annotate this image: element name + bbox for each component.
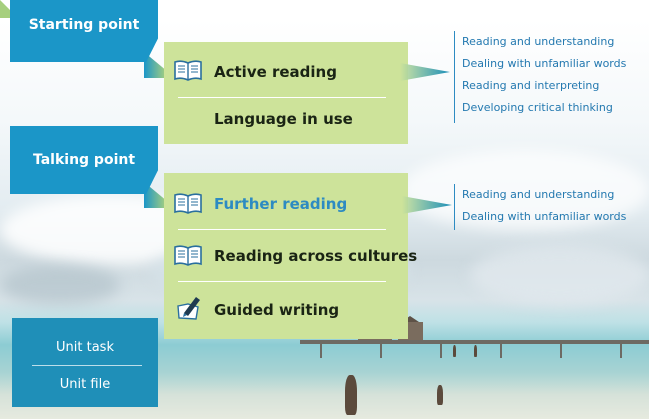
unit-box: Unit task Unit file [12,318,158,407]
pier-post [440,344,442,358]
cloud [400,150,649,230]
pen-icon [177,297,200,320]
book-icon [174,245,202,266]
panel-divider [178,281,386,282]
unit-divider [32,365,142,366]
panel-divider [178,97,386,98]
starting-point-banner[interactable]: Starting point [10,0,158,62]
subitem-developing-critical-thinking[interactable]: Developing critical thinking [462,101,613,114]
subitem-reading-and-understanding[interactable]: Reading and understanding [462,35,615,48]
talking-point-label: Talking point [32,152,136,168]
book-icon [174,193,202,214]
language-in-use-item[interactable]: Language in use [214,110,353,128]
hut-roof [398,316,422,324]
person-figure [437,385,443,405]
guided-writing-item[interactable]: Guided writing [214,301,340,319]
talking-point-banner[interactable]: Talking point [10,126,158,194]
person-figure [345,375,357,415]
book-icon [174,60,202,81]
cloud [0,265,120,305]
pier-post [380,344,382,358]
active-reading-item[interactable]: Active reading [214,63,337,81]
subitem-reading-and-understanding[interactable]: Reading and understanding [462,188,615,201]
subitem-dealing-with-unfamiliar-words[interactable]: Dealing with unfamiliar words [462,57,627,70]
pier-post [560,344,562,358]
subitem-dealing-with-unfamiliar-words[interactable]: Dealing with unfamiliar words [462,210,627,223]
further-reading-subitems: Reading and understanding Dealing with u… [454,184,626,230]
person-figure [474,345,477,357]
starting-point-label: Starting point [28,17,140,33]
pier [300,340,649,344]
subitem-reading-and-interpreting[interactable]: Reading and interpreting [462,79,600,92]
unit-task-item[interactable]: Unit task [56,340,114,355]
cloud [470,245,649,305]
pier-post [620,344,622,358]
reading-across-cultures-item[interactable]: Reading across cultures [214,247,418,265]
pier-post [320,344,322,358]
reading-panel-bottom: Further reading Reading across cultures … [164,173,417,339]
active-reading-subitems: Reading and understanding Dealing with u… [454,31,626,123]
panel-divider [178,229,386,230]
further-reading-item[interactable]: Further reading [214,195,348,213]
person-figure [453,345,456,357]
unit-file-item[interactable]: Unit file [59,377,111,392]
pier-post [500,344,502,358]
reading-panel-top: Active reading Language in use [164,42,408,144]
